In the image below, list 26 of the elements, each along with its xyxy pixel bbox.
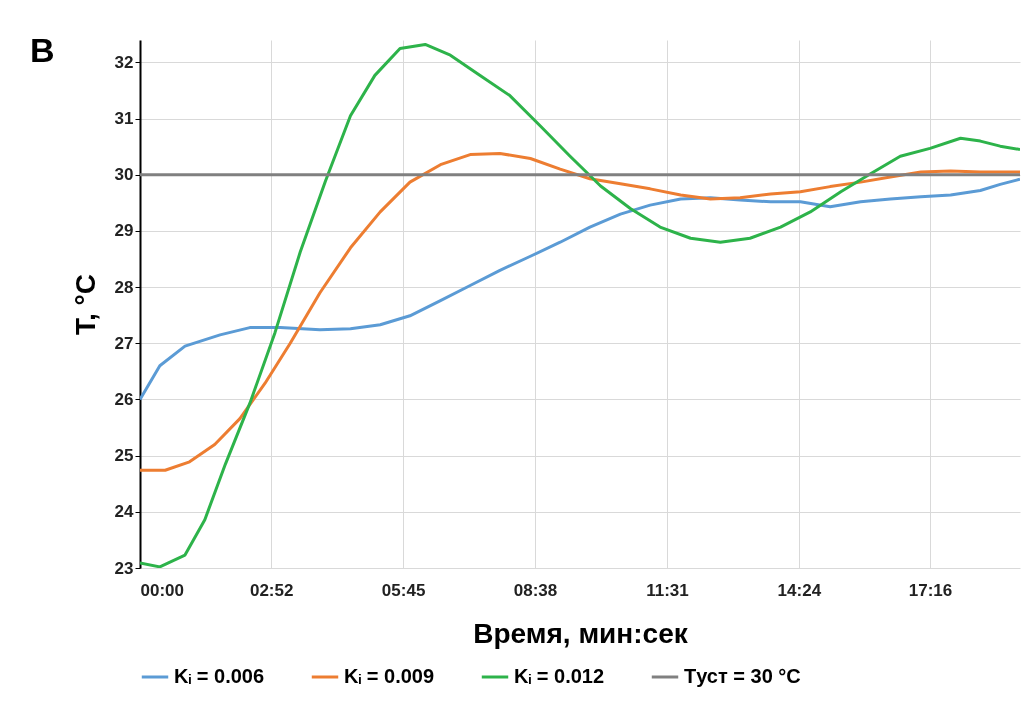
legend-label: Kᵢ = 0.009 <box>344 665 435 687</box>
y-tick-label: 29 <box>114 221 134 241</box>
y-tick-label: 30 <box>114 165 134 185</box>
y-tick-label: 26 <box>114 389 134 409</box>
x-tick-label: 00:00 <box>140 580 184 600</box>
x-tick-label: 11:31 <box>646 580 689 600</box>
line-series <box>140 151 1020 472</box>
legend-label: Kᵢ = 0.012 <box>514 665 605 687</box>
y-tick-label: 31 <box>114 109 134 129</box>
legend-label: Kᵢ = 0.006 <box>174 665 265 687</box>
y-axis-title: T, °C <box>69 274 101 335</box>
y-tick-label: 27 <box>114 333 134 353</box>
x-tick-label: 08:38 <box>513 580 558 600</box>
y-tick-label: 28 <box>114 277 134 297</box>
legend-label: Tуст = 30 °C <box>684 665 801 687</box>
x-tick-label: 14:24 <box>777 580 822 600</box>
text: В <box>30 31 55 69</box>
y-tick-label: 24 <box>114 502 135 522</box>
x-axis-title: Время, мин:сек <box>473 617 689 649</box>
x-tick-label: 02:52 <box>249 580 294 600</box>
x-tick-label: 05:45 <box>381 580 426 600</box>
y-tick-label: 25 <box>114 446 134 466</box>
x-tick-label: 17:16 <box>908 580 953 600</box>
y-tick-label: 23 <box>114 558 134 578</box>
line-series <box>140 177 1020 401</box>
y-tick-label: 32 <box>114 52 134 72</box>
